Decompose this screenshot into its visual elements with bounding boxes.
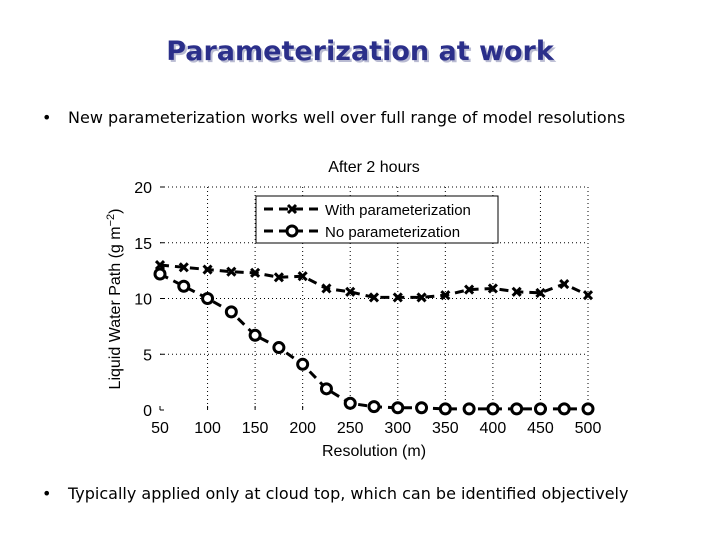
x-tick-label: 450 [527, 420, 554, 437]
x-tick-label: 150 [242, 420, 269, 437]
legend-label-with: With parameterization [325, 202, 471, 219]
data-point-with [416, 292, 427, 303]
y-axis-label: Liquid Water Path (g m−2) [105, 209, 124, 390]
bullet-dot: • [42, 484, 52, 503]
x-tick-label: 300 [384, 420, 411, 437]
y-ticks: 0 5 10 15 20 [134, 180, 164, 420]
chart-title: After 2 hours [328, 159, 420, 176]
y-axis-label-end: ) [107, 209, 124, 214]
data-point-with [535, 287, 546, 298]
y-tick-label: 0 [143, 403, 152, 420]
data-point-with [368, 292, 380, 303]
data-point-no [367, 400, 381, 414]
data-point-with [321, 283, 332, 294]
bullet-dot: • [42, 108, 52, 127]
data-point-with [178, 262, 189, 273]
data-point-with [464, 284, 475, 295]
y-axis-label-main: Liquid Water Path (g m [107, 226, 124, 389]
bullet-2-text: Typically applied only at cloud top, whi… [68, 484, 629, 503]
bullet-1-text: New parameterization works well over ful… [68, 108, 626, 127]
x-ticks: 50 100 150 200 250 300 350 400 450 500 [151, 406, 601, 437]
series-line-with [159, 263, 589, 299]
data-point-with [559, 278, 570, 290]
data-point-no [415, 401, 429, 415]
legend-label-no: No parameterization [325, 224, 460, 241]
series-lines [159, 263, 589, 411]
data-point-with [582, 290, 594, 301]
data-point-no [177, 279, 191, 293]
grid [160, 186, 589, 410]
data-point-with [250, 267, 261, 278]
data-point-no [272, 341, 286, 355]
data-point-no [581, 402, 595, 416]
x-tick-label: 400 [480, 420, 507, 437]
data-point-no [510, 402, 524, 416]
legend-marker-no [285, 224, 299, 238]
y-tick-label: 15 [134, 236, 152, 253]
slide-title: Parameterization at work [166, 36, 554, 67]
x-tick-label: 200 [289, 420, 316, 437]
x-tick-label: 50 [151, 420, 169, 437]
legend: With parameterization No parameterizatio… [255, 195, 499, 244]
data-point-no [438, 402, 452, 416]
legend-marker-with [286, 203, 298, 215]
bullet-2: • Typically applied only at cloud top, wh… [42, 484, 628, 503]
data-point-no [462, 402, 476, 416]
data-point-with [202, 264, 213, 275]
series-markers [153, 259, 595, 416]
data-point-no [557, 402, 571, 416]
data-point-with [273, 272, 284, 283]
data-point-no [296, 357, 310, 371]
x-tick-label: 250 [337, 420, 364, 437]
data-point-with [392, 292, 403, 303]
data-point-no [533, 402, 547, 416]
y-tick-label: 10 [134, 292, 152, 309]
x-axis-label: Resolution (m) [322, 443, 426, 460]
data-point-with [345, 286, 356, 297]
data-point-no [343, 396, 357, 410]
data-point-with [511, 286, 522, 297]
bullet-1: • New parameterization works well over fu… [42, 108, 625, 127]
data-point-no [224, 305, 238, 319]
data-point-no [248, 328, 262, 342]
x-tick-label: 100 [194, 420, 221, 437]
y-axis-label-sup: −2 [105, 214, 117, 227]
data-point-no [153, 267, 167, 281]
y-tick-label: 20 [134, 180, 152, 197]
data-point-with [154, 259, 166, 271]
data-point-with [297, 271, 308, 282]
data-point-with [440, 290, 451, 301]
x-tick-label: 350 [432, 420, 459, 437]
data-point-no [486, 402, 500, 416]
x-tick-label: 500 [575, 420, 602, 437]
data-point-no [391, 401, 405, 415]
data-point-no [201, 292, 215, 305]
data-point-with [487, 283, 498, 294]
data-point-with [226, 266, 237, 277]
series-line-no [159, 272, 588, 411]
y-tick-label: 5 [143, 347, 152, 364]
data-point-no [319, 382, 333, 396]
